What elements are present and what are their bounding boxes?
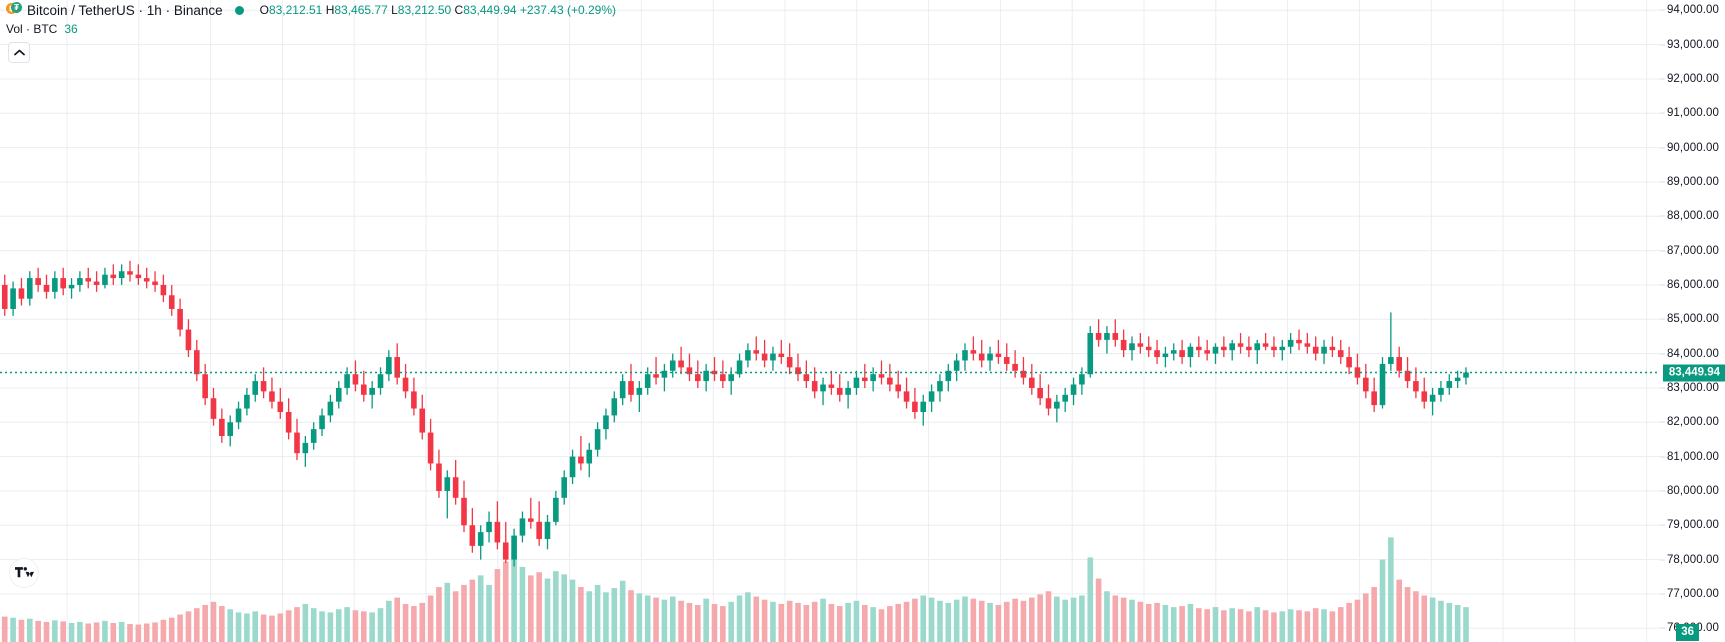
chart-plot-area[interactable]: [0, 0, 1660, 642]
price-tick-mark: [1660, 524, 1665, 526]
price-tick-label: 78,000.00: [1666, 553, 1719, 566]
price-tick-mark: [1660, 456, 1665, 458]
price-tick-label: 92,000.00: [1666, 73, 1719, 85]
price-tick-label: 93,000.00: [1666, 38, 1719, 51]
price-tick-mark: [1660, 215, 1665, 217]
price-tick-mark: [1660, 490, 1665, 492]
price-tick-label: 89,000.00: [1666, 176, 1719, 188]
chevron-up-icon: [13, 49, 25, 56]
price-tick-mark: [1660, 44, 1665, 46]
price-tick-mark: [1660, 250, 1665, 252]
price-tick-mark: [1660, 559, 1665, 561]
price-tick-label: 87,000.00: [1666, 244, 1719, 257]
price-tick-mark: [1660, 112, 1665, 114]
price-tick-label: 85,000.00: [1666, 313, 1719, 326]
price-tick-label: 80,000.00: [1666, 484, 1719, 497]
price-tick-mark: [1660, 284, 1665, 286]
price-tick-label: 91,000.00: [1666, 107, 1719, 120]
tradingview-logo-button[interactable]: [9, 558, 39, 588]
current-price-badge[interactable]: 83,449.94: [1662, 364, 1725, 381]
price-tick-mark: [1660, 353, 1665, 355]
price-tick-label: 77,000.00: [1666, 587, 1719, 600]
price-tick-label: 82,000.00: [1666, 416, 1719, 429]
price-axis[interactable]: 94,000.00 93,000.00 92,000.00 91,000.00 90,0…: [1660, 0, 1725, 642]
price-tick-mark: [1660, 593, 1665, 595]
price-tick-label: 81,000.00: [1666, 450, 1719, 463]
price-tick-label: 90,000.00: [1666, 141, 1719, 154]
price-tick-mark: [1660, 421, 1665, 423]
price-tick-label: 83,000.00: [1666, 381, 1719, 394]
price-tick-mark: [1660, 147, 1665, 149]
price-tick-mark: [1660, 627, 1665, 629]
price-tick-mark: [1660, 9, 1665, 11]
price-tick-mark: [1660, 318, 1665, 320]
price-tick-label: 86,000.00: [1666, 279, 1719, 291]
price-tick-mark: [1660, 181, 1665, 183]
price-tick-label: 84,000.00: [1666, 347, 1719, 360]
tradingview-logo-icon: [14, 566, 34, 577]
price-tick-mark: [1660, 387, 1665, 389]
price-tick-label: 88,000.00: [1666, 210, 1719, 223]
collapse-pane-button[interactable]: [8, 42, 30, 63]
price-tick-label: 94,000.00: [1666, 4, 1719, 17]
candlestick-series: [0, 260, 1660, 642]
price-tick-label: 79,000.00: [1666, 519, 1719, 532]
current-volume-badge[interactable]: 36: [1676, 624, 1699, 641]
price-tick-mark: [1660, 78, 1665, 80]
chart-gridlines: [0, 0, 1660, 642]
